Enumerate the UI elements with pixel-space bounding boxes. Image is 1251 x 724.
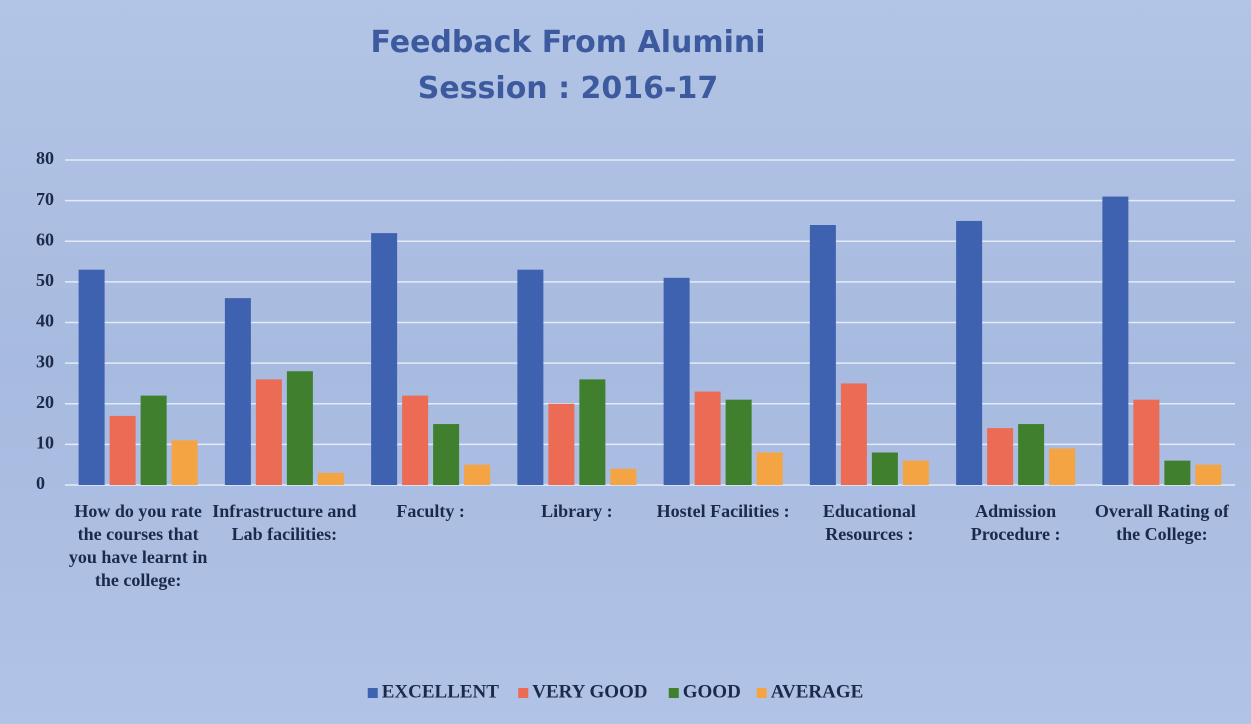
bar <box>171 440 198 485</box>
legend-swatch <box>668 688 679 698</box>
bar <box>371 233 398 485</box>
bar <box>140 395 167 485</box>
legend-swatch <box>756 688 767 698</box>
bar <box>809 225 836 485</box>
bar <box>756 452 783 485</box>
bar <box>725 399 752 485</box>
bar <box>548 403 575 485</box>
x-tick-label: Educational Resources : <box>822 501 916 544</box>
bar <box>902 460 929 485</box>
y-tick-label: 70 <box>36 189 54 209</box>
y-tick-label: 20 <box>36 392 54 412</box>
bar <box>1164 460 1191 485</box>
bar <box>1133 399 1160 485</box>
bar <box>109 415 136 485</box>
x-tick-label: Infrastructure and Lab facilities: <box>212 501 357 544</box>
chart-subtitle: Session : 2016-17 <box>418 71 719 106</box>
bar <box>1195 464 1222 485</box>
bar <box>255 379 282 485</box>
y-tick-label: 10 <box>36 433 54 453</box>
y-tick-label: 60 <box>36 229 54 249</box>
y-tick-label: 0 <box>36 473 45 493</box>
bar <box>694 391 721 485</box>
legend-label: EXCELLENT <box>382 681 500 702</box>
bar <box>286 371 313 485</box>
legend-swatch <box>518 688 529 698</box>
x-tick-label: Faculty : <box>396 501 465 521</box>
x-tick-label: How do you rate the courses that you hav… <box>68 501 208 590</box>
bar <box>78 269 105 485</box>
x-tick-label: Library : <box>541 501 613 521</box>
bar <box>433 424 460 485</box>
chart-title: Feedback From Alumini <box>370 25 765 60</box>
y-tick-label: 40 <box>36 311 54 331</box>
bar <box>517 269 544 485</box>
bar <box>663 277 690 485</box>
y-tick-label: 50 <box>36 270 54 290</box>
legend-label: GOOD <box>683 681 741 702</box>
bar <box>987 428 1014 485</box>
bar <box>1049 448 1076 485</box>
bar <box>610 468 637 485</box>
y-tick-label: 80 <box>36 148 54 168</box>
bar <box>1018 424 1045 485</box>
x-tick-label: Admission Procedure : <box>970 501 1061 544</box>
bar <box>402 395 429 485</box>
bar <box>317 472 344 485</box>
legend-label: VERY GOOD <box>532 681 647 702</box>
bar <box>871 452 898 485</box>
bar <box>956 220 983 485</box>
legend-swatch <box>367 688 378 698</box>
x-tick-label: Hostel Facilities : <box>656 501 790 521</box>
bar <box>1102 196 1129 485</box>
bar <box>464 464 491 485</box>
bar <box>224 298 251 485</box>
x-tick-label: Overall Rating of the College: <box>1094 501 1229 544</box>
legend-label: AVERAGE <box>771 681 864 702</box>
bar <box>579 379 606 485</box>
bar <box>840 383 867 485</box>
y-tick-label: 30 <box>36 351 54 371</box>
